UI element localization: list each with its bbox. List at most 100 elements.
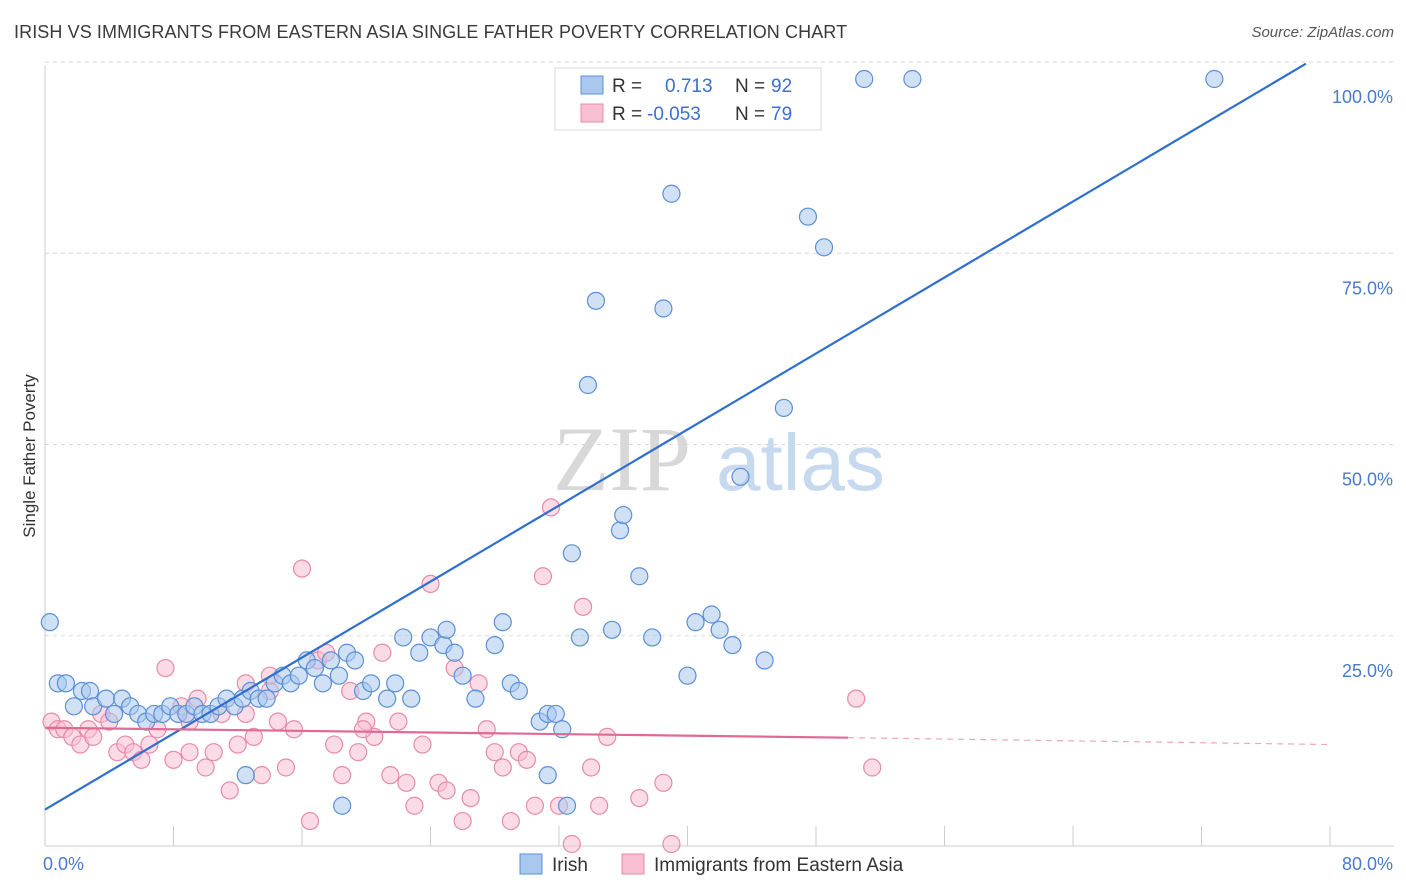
- irish-point-42: [386, 674, 405, 693]
- asia-point-15: [156, 658, 175, 678]
- asia-point-57: [493, 758, 512, 777]
- irish-point-80: [798, 207, 818, 226]
- irish-point-60: [562, 544, 581, 563]
- y-axis-label: Single Father Poverty: [20, 374, 39, 538]
- irish-point-72: [678, 666, 697, 685]
- asia-point-36: [325, 735, 344, 754]
- x-tick-labels: 0.0% 80.0%: [43, 854, 1393, 874]
- top-legend: R = 0.713 N = 92 R = -0.053 N = 79: [554, 67, 822, 131]
- irish-point-2: [56, 674, 75, 693]
- asia-point-52: [453, 811, 472, 831]
- chart-title: IRISH VS IMMIGRANTS FROM EASTERN ASIA SI…: [14, 22, 848, 42]
- irish-point-73: [686, 613, 705, 632]
- irish-point-50: [453, 666, 472, 685]
- top-legend-asia-n-value: 79: [771, 104, 792, 125]
- asia-point-23: [220, 781, 239, 800]
- asia-point-56: [485, 743, 504, 762]
- irish-point-7: [96, 689, 116, 708]
- asia-point-58: [501, 811, 520, 831]
- irish-point-41: [378, 689, 397, 708]
- irish-trend-line: [44, 62, 1307, 811]
- bottom-legend-asia-label: Immigrants from Eastern Asia: [654, 855, 904, 876]
- irish-point-79: [774, 398, 793, 418]
- irish-point-74: [702, 605, 721, 624]
- asia-point-33: [300, 811, 320, 831]
- irish-point-44: [402, 689, 421, 708]
- top-legend-irish-n-label: N =: [735, 76, 765, 97]
- top-legend-asia-r-value: -0.053: [647, 104, 701, 125]
- irish-point-27: [257, 689, 276, 708]
- asia-point-72: [662, 834, 681, 854]
- irish-point-38: [345, 651, 365, 670]
- asia-point-32: [292, 559, 312, 578]
- top-legend-irish-n-value: 92: [771, 76, 792, 97]
- irish-point-91: [236, 766, 255, 785]
- asia-point-60: [517, 750, 536, 769]
- asia-point-12: [132, 750, 151, 769]
- asia-point-70: [630, 788, 649, 808]
- irish-point-76: [723, 635, 742, 655]
- grid-lines: [45, 61, 1394, 637]
- asia-point-44: [389, 712, 408, 731]
- irish-point-43: [394, 628, 413, 647]
- source-label: Source: ZipAtlas.com: [1251, 24, 1394, 41]
- irish-point-66: [614, 505, 633, 525]
- top-legend-asia-r-label: R =: [612, 104, 642, 125]
- irish-point-88: [557, 796, 577, 815]
- trend-lines: [44, 62, 1331, 811]
- irish-point-65: [610, 521, 630, 540]
- asia-point-29: [268, 712, 288, 731]
- irish-point-68: [643, 628, 662, 647]
- top-legend-irish-r-label: R =: [612, 76, 642, 97]
- asia-point-30: [276, 758, 296, 777]
- top-legend-asia-n-label: N =: [735, 104, 765, 125]
- irish-point-64: [602, 620, 622, 639]
- irish-point-63: [586, 291, 606, 310]
- asia-point-71: [654, 773, 673, 792]
- irish-point-78: [755, 651, 774, 670]
- asia-point-62: [533, 567, 553, 586]
- irish-point-77: [731, 467, 750, 486]
- bottom-legend: Irish Immigrants from Eastern Asia: [519, 853, 904, 876]
- irish-point-40: [361, 674, 381, 693]
- irish-point-31: [289, 666, 308, 685]
- asia-point-31: [284, 720, 304, 739]
- y-tick-labels: 25.0% 50.0% 75.0% 100.0%: [1332, 87, 1393, 681]
- bottom-legend-irish-swatch: [519, 853, 543, 875]
- asia-trend-extension: [848, 737, 1331, 746]
- irish-point-83: [903, 69, 922, 89]
- asia-point-47: [413, 735, 432, 754]
- asia-point-24: [228, 735, 247, 754]
- y-tick-label-1: 50.0%: [1342, 470, 1393, 490]
- irish-point-53: [493, 613, 512, 632]
- asia-point-20: [196, 758, 215, 777]
- asia-point-37: [333, 766, 352, 785]
- irish-point-62: [578, 375, 598, 395]
- asia-point-39: [349, 743, 368, 762]
- asia-point-21: [204, 743, 223, 762]
- irish-point-52: [485, 635, 504, 655]
- asia-point-78: [353, 720, 373, 739]
- irish-point-48: [437, 620, 456, 639]
- asia-point-69: [598, 727, 617, 747]
- irish-point-58: [546, 704, 565, 724]
- irish-point-8: [104, 704, 124, 724]
- watermark-atlas: atlas: [716, 418, 885, 507]
- asia-point-66: [573, 597, 593, 616]
- y-tick-label-0: 25.0%: [1342, 661, 1393, 681]
- top-legend-irish-swatch: [580, 75, 604, 95]
- asia-trend-line: [44, 726, 849, 739]
- asia-point-42: [373, 643, 392, 662]
- asia-point-13: [140, 735, 159, 754]
- irish-point-61: [570, 628, 589, 647]
- bottom-legend-asia-swatch: [621, 853, 645, 875]
- asia-point-53: [461, 788, 480, 808]
- asia-point-18: [180, 743, 199, 762]
- asia-point-16: [164, 750, 183, 769]
- asia-point-46: [405, 796, 424, 815]
- irish-point-33: [305, 658, 324, 678]
- asia-point-55: [477, 720, 496, 739]
- asia-point-27: [252, 766, 271, 785]
- irish-point-45: [410, 643, 429, 662]
- top-legend-irish-r-value: 0.713: [665, 76, 713, 97]
